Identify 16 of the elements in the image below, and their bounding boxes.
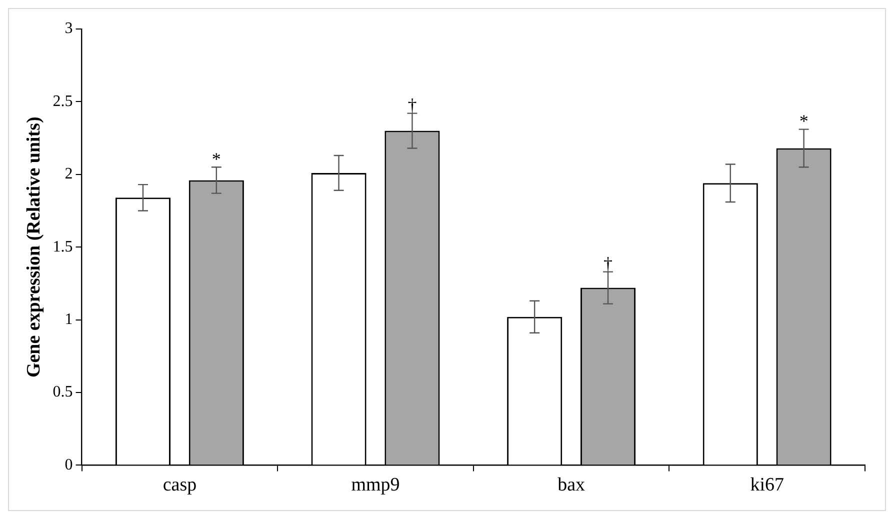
- y-tick-label: 2.5: [52, 92, 73, 110]
- x-tick-label: bax: [558, 474, 586, 496]
- annotation: *: [799, 111, 808, 132]
- y-tick-label: 1: [64, 311, 73, 328]
- y-tick-label: 1.5: [52, 238, 73, 256]
- x-tick-label: ki67: [750, 474, 784, 496]
- y-tick-label: 0.5: [52, 384, 73, 401]
- y-tick-label: 3: [64, 20, 73, 38]
- y-axis-title: Gene expression (Relative units): [23, 116, 44, 378]
- x-tick-label: casp: [162, 474, 197, 496]
- y-tick-label: 2: [64, 166, 73, 183]
- annotation: †: [408, 95, 417, 116]
- annotation: *: [212, 148, 221, 169]
- x-tick-label: mmp9: [351, 474, 400, 496]
- y-tick-label: 0: [64, 456, 73, 474]
- annotation: †: [604, 254, 613, 274]
